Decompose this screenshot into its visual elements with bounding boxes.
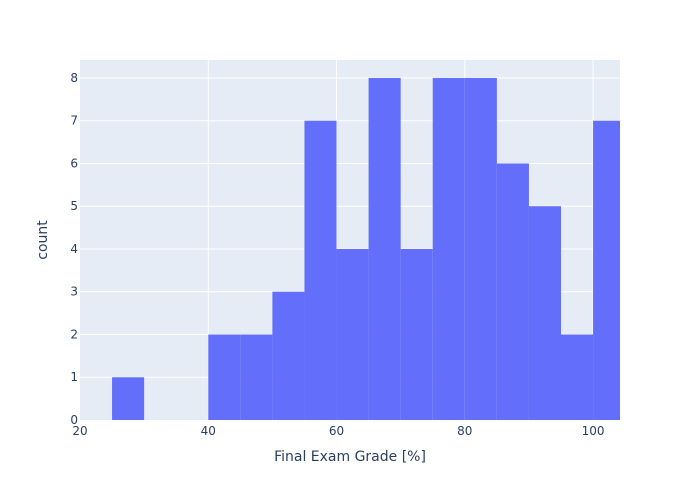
histogram-bar bbox=[336, 248, 369, 420]
histogram-bar bbox=[208, 334, 241, 420]
histogram-bar bbox=[368, 77, 401, 420]
histogram-bar bbox=[272, 291, 305, 420]
histogram-bar bbox=[528, 206, 561, 420]
histogram-bar bbox=[112, 377, 145, 420]
y-axis-title: count bbox=[35, 220, 51, 260]
y-tick-label: 7 bbox=[70, 114, 78, 128]
x-tick-labels: 20 40 60 80 100 bbox=[72, 424, 604, 438]
histogram-bar bbox=[593, 120, 620, 420]
histogram-bar bbox=[464, 77, 497, 420]
x-tick-label: 100 bbox=[582, 424, 605, 438]
bars bbox=[112, 77, 620, 420]
histogram-bar bbox=[304, 120, 337, 420]
y-tick-label: 6 bbox=[70, 156, 78, 170]
histogram-bar bbox=[560, 334, 594, 420]
x-tick-label: 60 bbox=[329, 424, 344, 438]
x-axis-title: Final Exam Grade [%] bbox=[274, 449, 426, 465]
y-tick-label: 2 bbox=[70, 327, 78, 341]
y-tick-labels: 0 1 2 3 4 5 6 7 8 bbox=[70, 71, 78, 427]
x-tick-label: 40 bbox=[201, 424, 216, 438]
y-tick-label: 3 bbox=[70, 285, 78, 299]
y-tick-label: 0 bbox=[70, 413, 78, 427]
y-tick-label: 5 bbox=[70, 199, 78, 213]
x-tick-label: 20 bbox=[72, 424, 87, 438]
histogram-bar bbox=[400, 248, 433, 420]
x-tick-label: 80 bbox=[457, 424, 472, 438]
histogram-bar bbox=[496, 163, 529, 420]
histogram-bar bbox=[432, 77, 465, 420]
y-tick-label: 4 bbox=[70, 242, 78, 256]
y-tick-label: 8 bbox=[70, 71, 78, 85]
y-tick-label: 1 bbox=[70, 370, 78, 384]
histogram-bar bbox=[240, 334, 273, 420]
